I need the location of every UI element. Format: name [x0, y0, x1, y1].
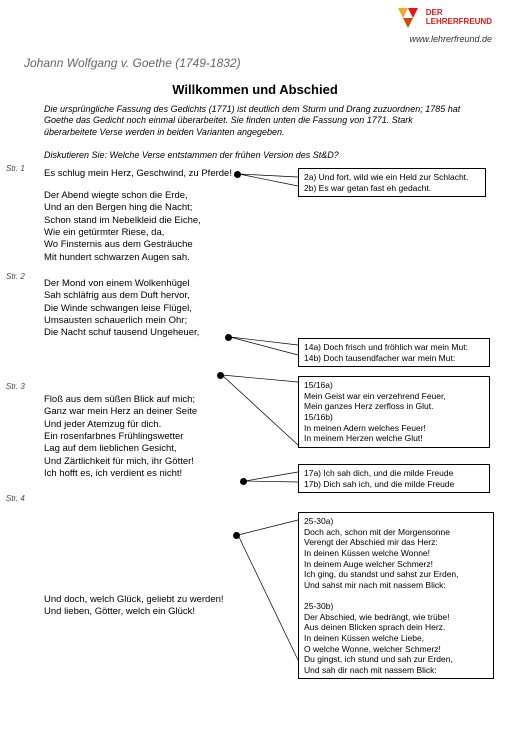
discuss-text: Diskutieren Sie: Welche Verse entstammen…	[44, 150, 339, 160]
note-box-4: 17a) Ich sah dich, und die milde Freude …	[298, 464, 490, 493]
intro-text: Die ursprüngliche Fassung des Gedichts (…	[44, 104, 464, 138]
stanza-1-line1: Es schlug mein Herz, Geschwind, zu Pferd…	[44, 168, 264, 180]
note-box-1: 2a) Und fort, wild wie ein Held zur Schl…	[298, 168, 486, 197]
brand-line2: LEHRERFREUND	[426, 18, 492, 27]
stanza-3: Floß aus dem süßen Blick auf mich; Ganz …	[44, 394, 264, 480]
stanza-4: Und doch, welch Glück, geliebt zu werden…	[44, 594, 264, 619]
logo-icon	[394, 6, 422, 30]
note-box-3: 15/16a) Mein Geist war ein verzehrend Fe…	[298, 376, 490, 448]
stanza-2: Der Mond von einem Wolkenhügel Sah schlä…	[44, 278, 264, 340]
note-box-2: 14a) Doch frisch und fröhlich war mein M…	[298, 338, 490, 367]
author-line: Johann Wolfgang v. Goethe (1749-1832)	[24, 56, 241, 70]
stanza-label-2: Str. 2	[6, 272, 25, 281]
brand-name: DER LEHRERFREUND	[426, 9, 492, 27]
connector-dot	[240, 478, 247, 485]
stanza-label-1: Str. 1	[6, 164, 25, 173]
stanza-label-4: Str. 4	[6, 494, 25, 503]
connector-dot	[217, 372, 224, 379]
stanza-1-rest: Der Abend wiegte schon die Erde, Und an …	[44, 190, 264, 264]
page-title: Willkommen und Abschied	[0, 82, 510, 97]
connector-dot	[233, 532, 240, 539]
site-url: www.lehrerfreund.de	[409, 34, 492, 44]
brand-header: DER LEHRERFREUND	[394, 6, 492, 30]
note-box-5: 25-30a) Doch ach, schon mit der Morgenso…	[298, 512, 494, 679]
connector-dot	[234, 171, 241, 178]
stanza-label-3: Str. 3	[6, 382, 25, 391]
connector-dot	[225, 334, 232, 341]
